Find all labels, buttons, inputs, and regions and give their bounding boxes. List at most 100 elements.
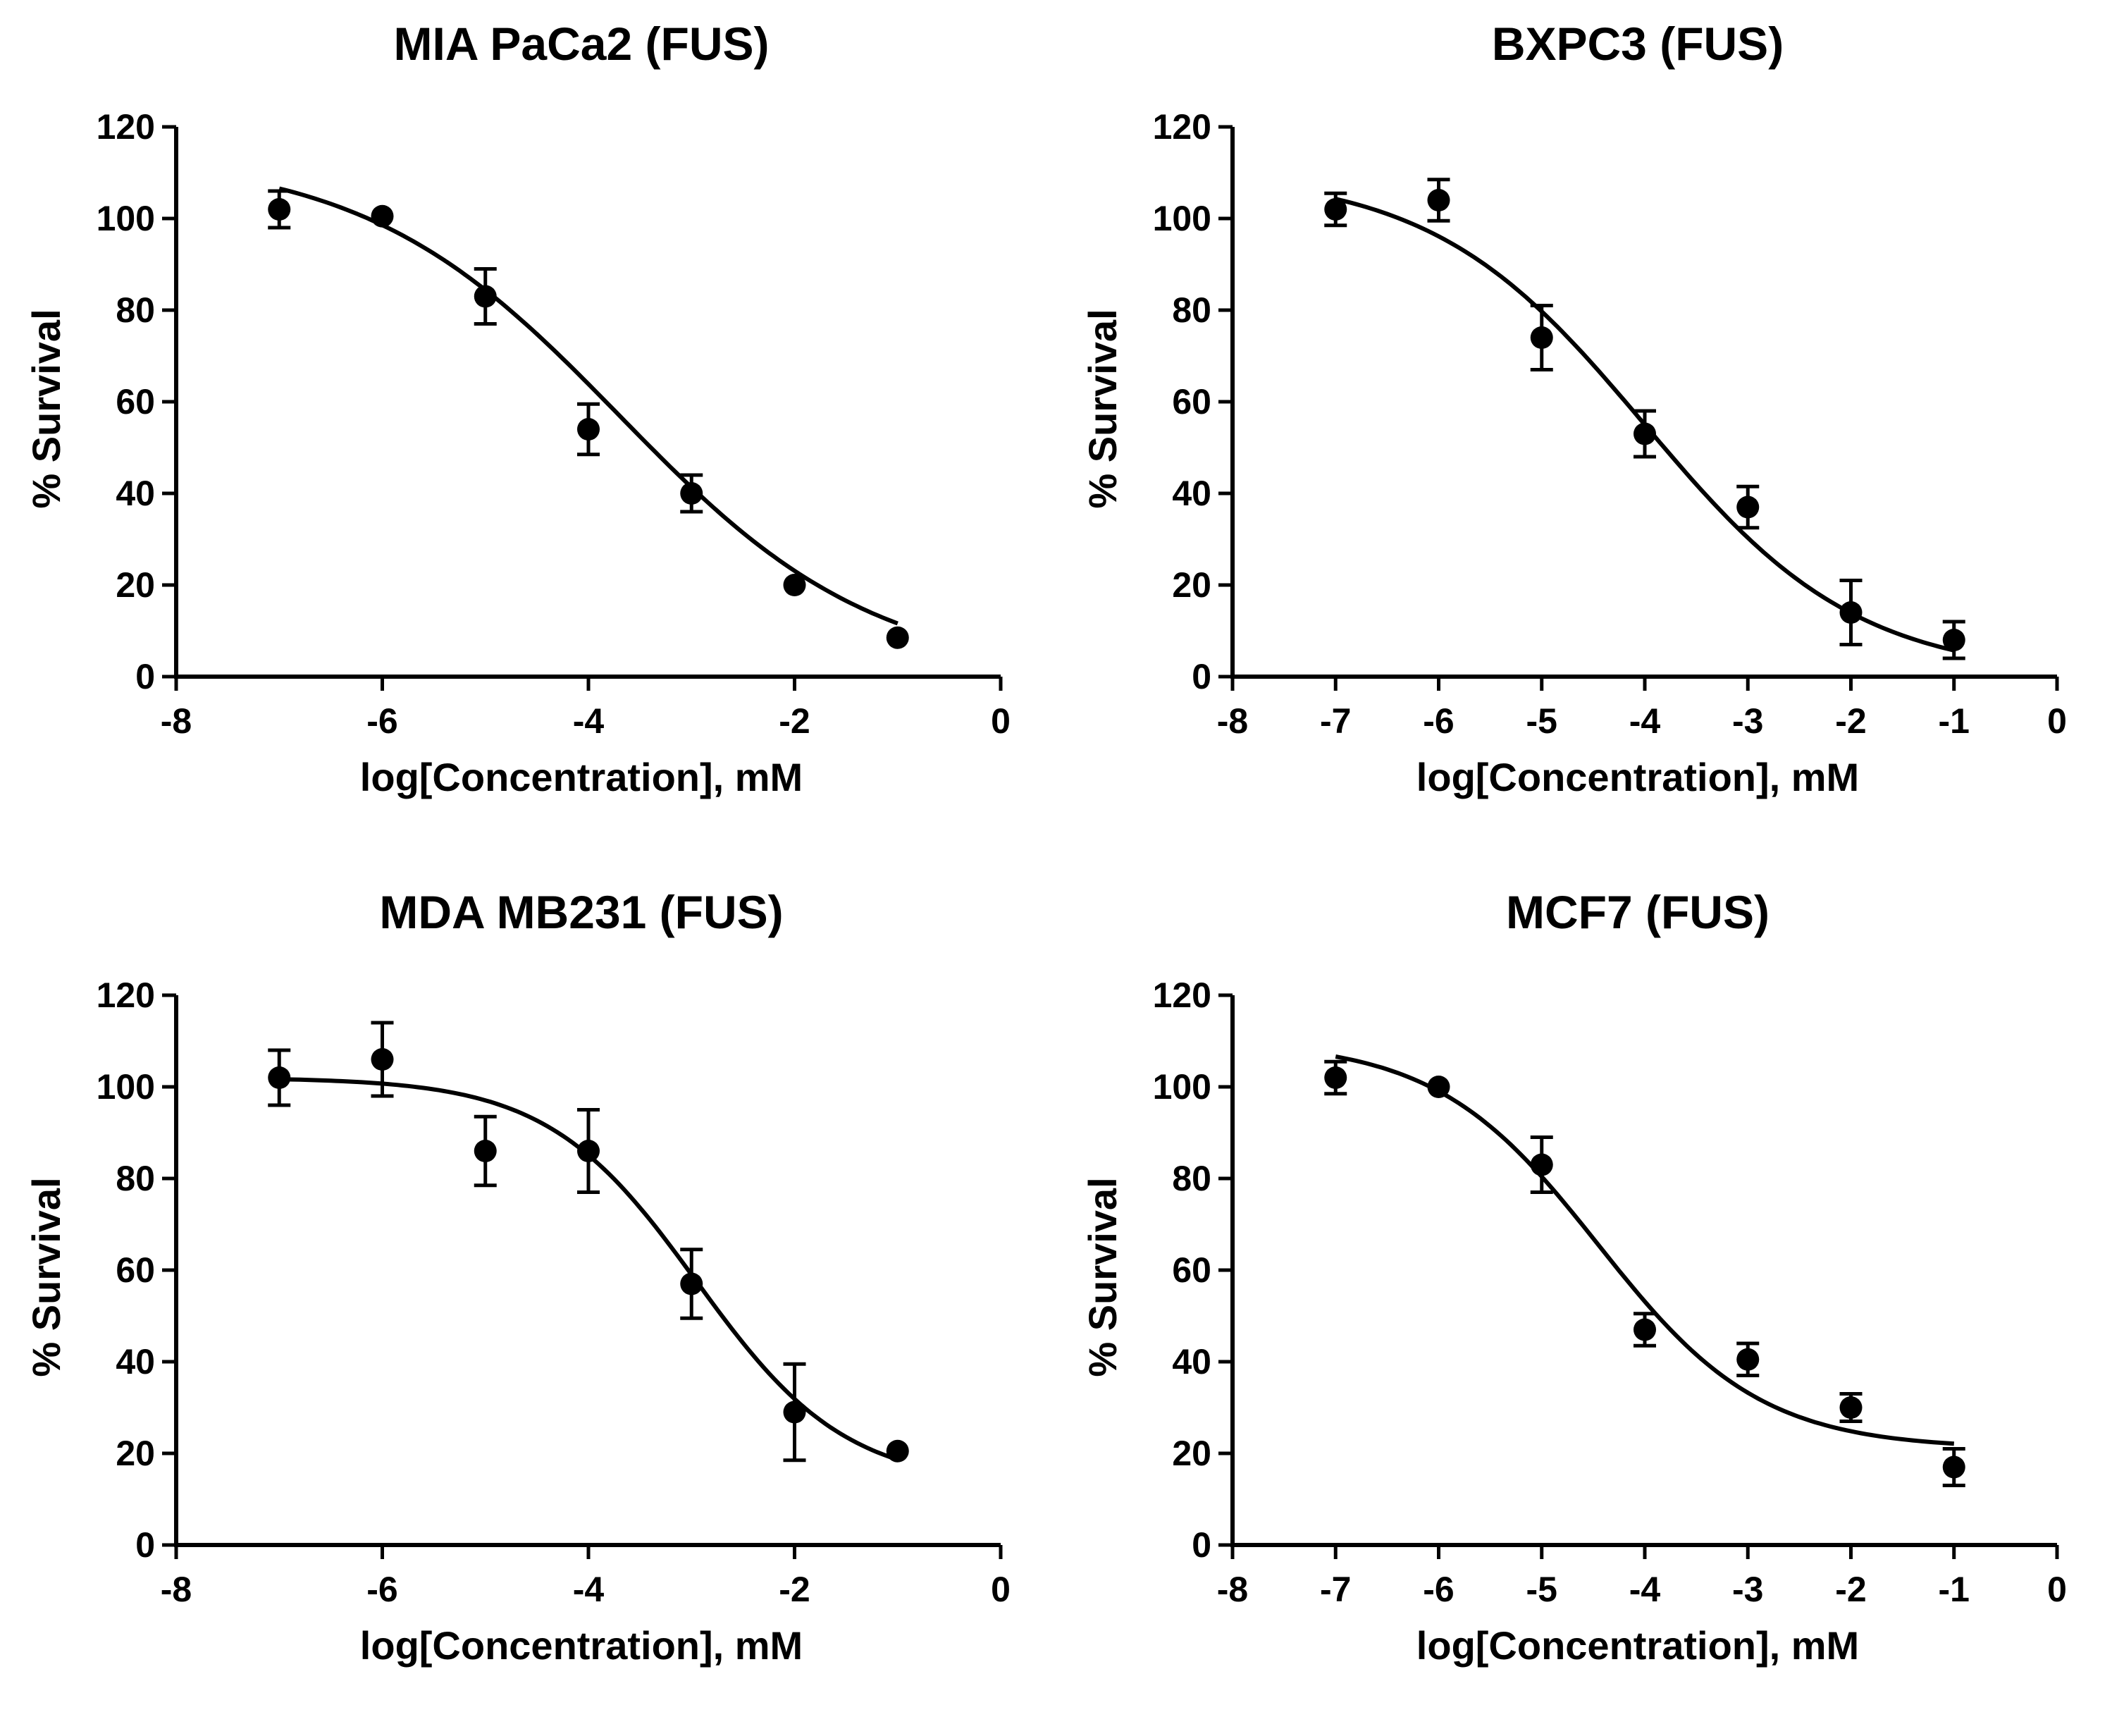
y-tick-label: 120 [1153,107,1211,147]
x-axis-title: log[Concentration], mM [1416,1623,1859,1668]
chart-panel-bxpc3: BXPC3 (FUS) 0 20 40 60 80 100 120 -8 -7 -6 -5 -4 -3 -2… [1056,0,2112,868]
data-point [1736,495,1760,519]
x-tick-label: -2 [779,701,810,741]
x-tick-label: -4 [1629,1570,1661,1609]
y-tick-label: 40 [116,1342,155,1381]
data-point [577,418,600,441]
y-tick-label: 40 [1172,1342,1211,1381]
y-tick-label: 60 [116,382,155,421]
data-point [1324,1066,1347,1089]
x-tick-label: -2 [1835,1570,1866,1609]
x-tick-label: -4 [1629,701,1661,741]
data-point [1736,1348,1760,1371]
x-tick-label: 0 [991,1570,1011,1609]
y-tick-label: 100 [97,199,155,238]
chart-title: BXPC3 (FUS) [1492,18,1784,70]
x-tick-label: -8 [1217,701,1248,741]
data-point [1427,1076,1450,1098]
chart-title: MCF7 (FUS) [1506,886,1770,938]
chart-panel-mia-paca2: MIA PaCa2 (FUS) 0 20 40 60 80 100 120 -8 -6 -4 -2 0 l… [0,0,1056,868]
data-point [371,204,394,228]
x-tick-label: -7 [1320,1570,1351,1609]
x-axis-title: log[Concentration], mM [360,755,803,799]
y-tick-label: 20 [1172,565,1211,605]
y-tick-label: 60 [116,1250,155,1290]
y-tick-label: 20 [116,1434,155,1473]
data-point [1530,326,1553,349]
y-tick-label: 120 [1153,975,1211,1015]
chart-title: MIA PaCa2 (FUS) [394,18,770,70]
x-axis-title: log[Concentration], mM [360,1623,803,1668]
x-tick-label: -4 [573,1570,605,1609]
data-point [680,482,703,505]
x-tick-label: -4 [573,701,605,741]
x-tick-label: -6 [1423,1570,1454,1609]
x-tick-label: -1 [1939,1570,1970,1609]
x-tick-label: -5 [1526,1570,1557,1609]
x-axis-title: log[Concentration], mM [1416,755,1859,799]
chart-panel-mcf7: MCF7 (FUS) 0 20 40 60 80 100 120 -8 -7 -6 -5 -4 -3 -2 -… [1056,868,2112,1736]
data-point [1634,422,1656,445]
chart-svg: MIA PaCa2 (FUS) 0 20 40 60 80 100 120 -8 -6 -4 -2 0 l… [24,18,1011,799]
x-tick-label: -8 [161,1570,192,1609]
data-point [886,626,909,649]
y-tick-label: 100 [97,1067,155,1107]
x-tick-label: -1 [1939,701,1970,741]
data-point [886,1439,909,1463]
data-point [1530,1153,1553,1176]
y-tick-label: 20 [1172,1434,1211,1473]
y-tick-label: 0 [135,1525,155,1565]
data-point [474,1140,497,1162]
x-tick-label: -5 [1526,701,1557,741]
x-tick-label: -6 [366,1570,397,1609]
x-tick-label: -2 [1835,701,1866,741]
chart-svg: BXPC3 (FUS) 0 20 40 60 80 100 120 -8 -7 -6 -5 -4 -3 -2… [1080,18,2067,799]
y-tick-label: 120 [97,975,155,1015]
x-tick-label: -6 [1423,701,1454,741]
data-point [680,1272,703,1295]
data-point [577,1140,600,1162]
chart-svg: MCF7 (FUS) 0 20 40 60 80 100 120 -8 -7 -6 -5 -4 -3 -2 -… [1080,886,2067,1668]
y-axis-title: % Survival [24,1177,68,1377]
y-tick-label: 100 [1153,1067,1211,1107]
x-tick-label: 0 [2047,1570,2067,1609]
y-tick-label: 60 [1172,1250,1211,1290]
data-point [1427,189,1450,211]
chart-title: MDA MB231 (FUS) [379,886,783,938]
y-tick-label: 80 [1172,290,1211,330]
y-tick-label: 40 [116,474,155,513]
data-point [1324,198,1347,221]
x-tick-label: 0 [2047,701,2067,741]
data-point [1942,629,1965,651]
chart-panel-mda-mb231: MDA MB231 (FUS) 20 40 60 80 100 120 0 -8 -6 -4 -2 0 l… [0,868,1056,1736]
data-point [268,198,291,221]
y-axis-title: % Survival [1080,309,1125,508]
x-tick-label: -3 [1732,1570,1763,1609]
y-axis-title: % Survival [24,309,68,508]
y-tick-label: 120 [97,107,155,147]
data-point [783,1401,806,1424]
y-tick-label: 80 [116,1159,155,1198]
y-tick-label: 40 [1172,474,1211,513]
y-tick-label: 0 [1192,657,1211,696]
y-tick-label: 60 [1172,382,1211,421]
x-tick-label: -7 [1320,701,1351,741]
data-point [1839,601,1863,624]
x-tick-label: -2 [779,1570,810,1609]
y-tick-label: 20 [116,565,155,605]
x-tick-label: -6 [366,701,397,741]
y-tick-label: 0 [1192,1525,1211,1565]
y-tick-label: 80 [116,290,155,330]
data-point [474,285,497,308]
y-tick-label: 100 [1153,199,1211,238]
x-tick-label: -8 [161,701,192,741]
y-tick-label: 80 [1172,1159,1211,1198]
data-point [1942,1455,1965,1479]
fit-curve [1335,1054,1955,1446]
data-point [1839,1396,1863,1419]
data-point [1634,1318,1656,1341]
y-axis-title: % Survival [1080,1177,1125,1377]
y-tick-label: 0 [135,657,155,696]
x-tick-label: -3 [1732,701,1763,741]
